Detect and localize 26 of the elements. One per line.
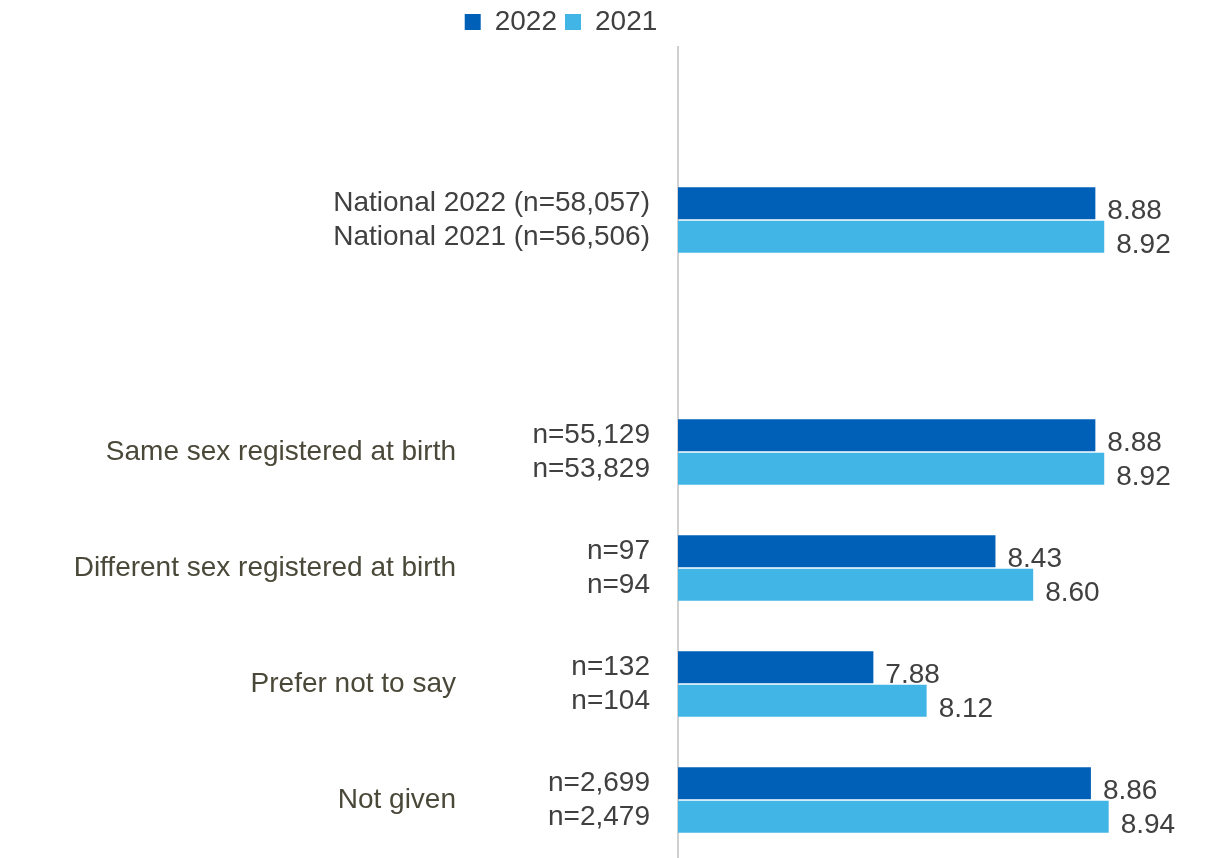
data-label: 7.88 — [885, 657, 940, 689]
annotation: National 2022 (n=58,057) — [333, 185, 650, 217]
annotation: n=2,479 — [548, 799, 650, 831]
data-label: 8.92 — [1116, 227, 1171, 259]
annotation: n=132 — [571, 649, 650, 681]
data-label: 8.86 — [1102, 773, 1158, 805]
legend-label: 2022 — [494, 4, 558, 36]
annotation: n=53,829 — [532, 451, 650, 483]
data-label: 8.88 — [1107, 193, 1162, 225]
data-label: 8.94 — [1120, 807, 1176, 839]
legend-label: 2021 — [595, 4, 658, 36]
y-tick-label: Different sex registered at birth — [73, 550, 456, 582]
annotation: n=55,129 — [532, 417, 650, 449]
annotation: National 2021 (n=56,506) — [333, 219, 650, 251]
data-label: 8.88 — [1107, 425, 1162, 457]
data-label: 8.43 — [1007, 541, 1062, 573]
y-tick-label: Not given — [337, 782, 456, 814]
data-label: 8.92 — [1116, 459, 1171, 491]
data-label: 8.12 — [938, 691, 994, 723]
y-tick-label: Prefer not to say — [250, 666, 456, 698]
annotation: n=94 — [586, 567, 650, 599]
annotation: n=104 — [571, 683, 650, 715]
y-tick-label: Same sex registered at birth — [105, 434, 456, 466]
annotation: n=97 — [586, 533, 650, 565]
annotation: n=2,699 — [548, 765, 650, 797]
data-label: 8.60 — [1045, 575, 1100, 607]
